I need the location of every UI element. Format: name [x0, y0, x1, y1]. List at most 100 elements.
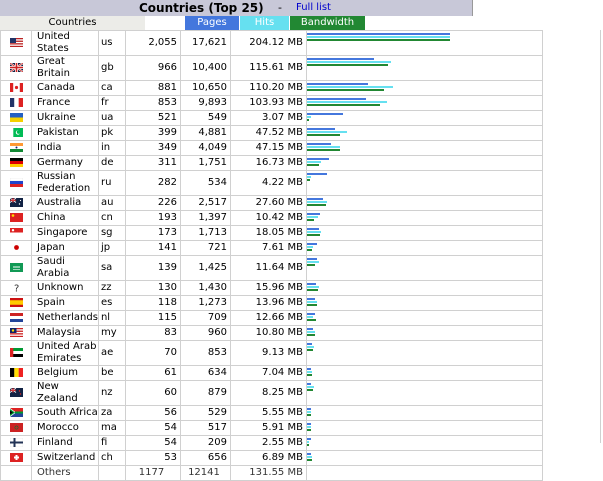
bandwidth-bar — [306, 234, 320, 236]
pages-value: 70 — [124, 340, 181, 366]
country-code: in — [97, 140, 126, 156]
pages-value: 115 — [124, 310, 181, 326]
hits-value: 1,425 — [179, 255, 231, 281]
country-name: Pakistan — [31, 125, 99, 141]
hits-bar — [306, 201, 327, 203]
bandwidth-bar — [306, 64, 388, 66]
hits-bar — [306, 286, 319, 288]
table-row: Morocco ma 54 517 5.91 MB — [0, 420, 543, 436]
bar-cell — [305, 365, 543, 381]
flag-cell — [0, 155, 32, 171]
table-row: ? Unknown zz 130 1,430 15.96 MB — [0, 280, 543, 296]
bandwidth-value: 10.80 MB — [229, 325, 307, 341]
bandwidth-value: 15.96 MB — [229, 280, 307, 296]
table-row: United States us 2,055 17,621 204.12 MB — [0, 30, 543, 56]
bandwidth-bar — [306, 134, 340, 136]
table-row: Switzerland ch 53 656 6.89 MB — [0, 450, 543, 466]
table-row: Singapore sg 173 1,713 18.05 MB — [0, 225, 543, 241]
hits-value: 10,650 — [179, 80, 231, 96]
table-row: Germany de 311 1,751 16.73 MB — [0, 155, 543, 171]
question-mark-icon: ? — [10, 283, 23, 294]
hits-value: 4,049 — [179, 140, 231, 156]
bandwidth-value: 47.15 MB — [229, 140, 307, 156]
bar-cell — [305, 55, 543, 81]
section-titlebar: Countries (Top 25) - Full list — [0, 0, 473, 16]
country-name: United Arab Emirates — [31, 340, 99, 366]
country-code: fi — [97, 435, 126, 451]
table-row: Russian Federation ru 282 534 4.22 MB — [0, 170, 543, 196]
table-row: New Zealand nz 60 879 8.25 MB — [0, 380, 543, 406]
hits-bar — [306, 246, 313, 248]
pages-bar — [306, 213, 320, 215]
bandwidth-bar — [306, 204, 326, 206]
flag-ru-icon — [9, 177, 23, 187]
table-row: Belgium be 61 634 7.04 MB — [0, 365, 543, 381]
country-name: Finland — [31, 435, 99, 451]
title-separator: - — [278, 1, 282, 14]
bandwidth-bar — [306, 219, 314, 221]
country-name: Belgium — [31, 365, 99, 381]
hits-value: 17,621 — [179, 30, 231, 56]
flag-cell — [0, 225, 32, 241]
flag-my-icon — [9, 327, 23, 337]
bar-cell — [305, 380, 543, 406]
country-code: jp — [97, 240, 126, 256]
flag-cell — [0, 110, 32, 126]
hits-bar — [306, 61, 391, 63]
hits-value: 549 — [179, 110, 231, 126]
bandwidth-bar — [306, 414, 311, 416]
country-name: Australia — [31, 195, 99, 211]
table-right-border — [600, 30, 601, 443]
bandwidth-value: 13.96 MB — [229, 295, 307, 311]
bandwidth-bar — [306, 319, 316, 321]
bandwidth-bar — [306, 119, 309, 121]
pages-value: 2,055 — [124, 30, 181, 56]
table-row: Australia au 226 2,517 27.60 MB — [0, 195, 543, 211]
bandwidth-bar — [306, 444, 309, 446]
hits-bar — [306, 386, 314, 388]
bar-cell — [305, 295, 543, 311]
hits-value: 709 — [179, 310, 231, 326]
countries-table: United States us 2,055 17,621 204.12 MB Great… — [0, 30, 543, 481]
hits-value: 209 — [179, 435, 231, 451]
flag-au-icon — [9, 197, 23, 207]
flag-ch-icon — [9, 452, 23, 462]
flag-fi-icon — [9, 437, 23, 447]
table-row: Ukraine ua 521 549 3.07 MB — [0, 110, 543, 126]
country-name: Saudi Arabia — [31, 255, 99, 281]
pages-value: 311 — [124, 155, 181, 171]
bandwidth-bar — [306, 374, 312, 376]
bar-cell — [305, 255, 543, 281]
bar-cell — [305, 340, 543, 366]
flag-ae-icon — [9, 347, 23, 357]
table-row: Pakistan pk 399 4,881 47.52 MB — [0, 125, 543, 141]
flag-za-icon — [9, 407, 23, 417]
flag-be-icon — [9, 367, 23, 377]
hits-value: 853 — [179, 340, 231, 366]
hits-bar — [306, 316, 313, 318]
bar-cell — [305, 30, 543, 56]
bar-cell — [305, 435, 543, 451]
bandwidth-bar — [306, 149, 340, 151]
pages-bar — [306, 298, 315, 300]
hits-bar — [306, 441, 309, 443]
bandwidth-value: 5.55 MB — [229, 405, 307, 421]
bandwidth-bar — [306, 389, 313, 391]
bandwidth-bar — [306, 89, 384, 91]
bandwidth-value: 47.52 MB — [229, 125, 307, 141]
pages-bar — [306, 33, 450, 35]
country-code: sg — [97, 225, 126, 241]
bandwidth-value: 2.55 MB — [229, 435, 307, 451]
bar-cell — [305, 420, 543, 436]
bandwidth-header: Bandwidth — [290, 16, 365, 30]
country-code: de — [97, 155, 126, 171]
hits-value: 4,881 — [179, 125, 231, 141]
bar-cell — [305, 450, 543, 466]
country-name: France — [31, 95, 99, 111]
full-list-link[interactable]: Full list — [296, 2, 331, 13]
country-name: New Zealand — [31, 380, 99, 406]
hits-bar — [306, 301, 317, 303]
countries-header: Countries — [0, 16, 145, 30]
bandwidth-value: 3.07 MB — [229, 110, 307, 126]
hits-bar — [306, 261, 319, 263]
